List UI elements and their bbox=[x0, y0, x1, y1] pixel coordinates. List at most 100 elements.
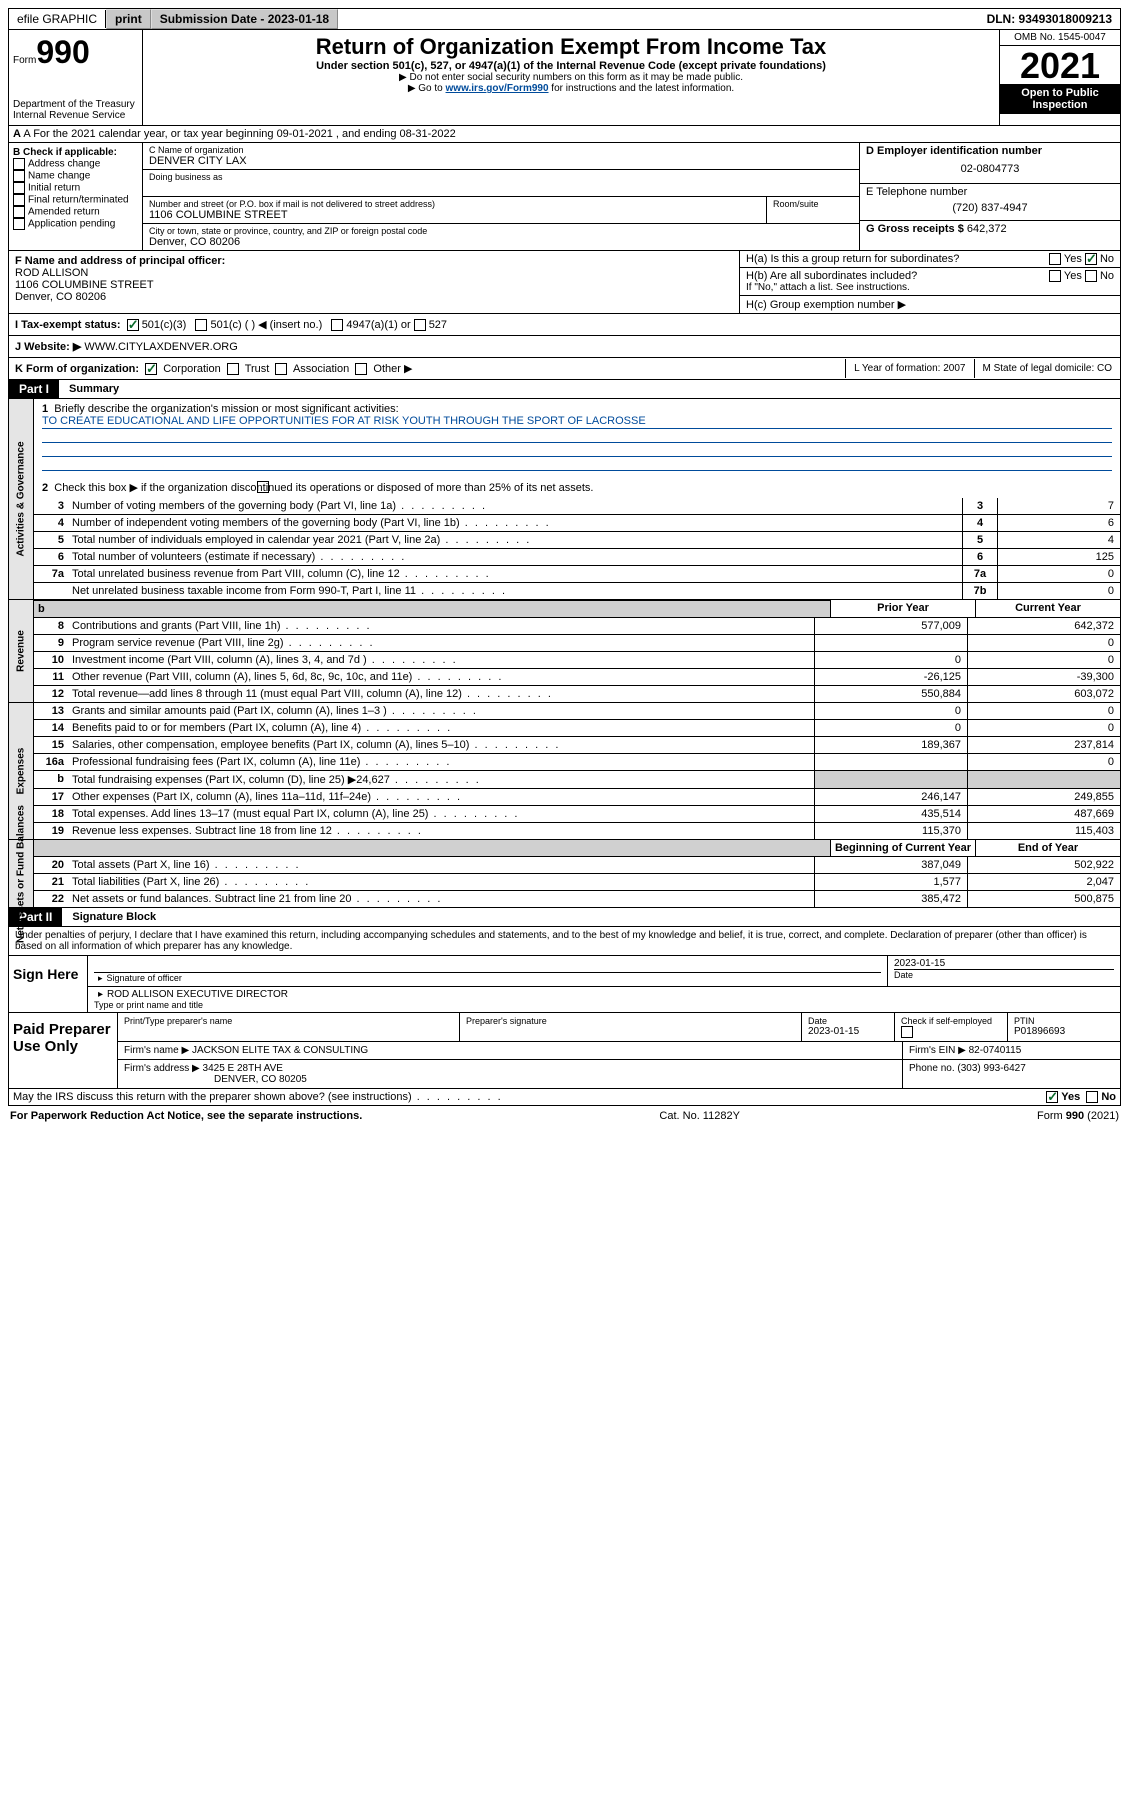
chk-final[interactable] bbox=[13, 194, 25, 206]
ptin: P01896693 bbox=[1014, 1026, 1065, 1037]
note-link: ▶ Go to www.irs.gov/Form990 for instruct… bbox=[147, 83, 995, 94]
hb: H(b) Are all subordinates included? Yes … bbox=[740, 268, 1120, 296]
chk-501c[interactable] bbox=[195, 319, 207, 331]
hb-no[interactable] bbox=[1085, 270, 1097, 282]
firm-phone-label: Phone no. bbox=[909, 1063, 955, 1074]
current-year: Current Year bbox=[975, 600, 1120, 617]
discuss-yes[interactable] bbox=[1046, 1091, 1058, 1103]
table-row: 7aTotal unrelated business revenue from … bbox=[34, 566, 1120, 583]
sign-here: Sign Here bbox=[9, 956, 87, 1012]
ha-yes[interactable] bbox=[1049, 253, 1061, 265]
box-c: C Name of organization DENVER CITY LAX D… bbox=[143, 143, 860, 250]
table-row: 12Total revenue—add lines 8 through 11 (… bbox=[34, 686, 1120, 702]
tab-gov: Activities & Governance bbox=[9, 399, 34, 599]
527: 527 bbox=[429, 319, 447, 331]
box-b: B Check if applicable: Address change Na… bbox=[9, 143, 143, 250]
lbl-amended: Amended return bbox=[28, 207, 100, 218]
org-name: DENVER CITY LAX bbox=[149, 155, 853, 167]
submission-date: Submission Date - 2023-01-18 bbox=[151, 9, 338, 29]
ha-no[interactable] bbox=[1085, 253, 1097, 265]
dba-label: Doing business as bbox=[149, 172, 853, 182]
end-year: End of Year bbox=[975, 840, 1120, 856]
ein: 02-0804773 bbox=[866, 157, 1114, 181]
chk-initial[interactable] bbox=[13, 182, 25, 194]
chk-501c3[interactable] bbox=[127, 319, 139, 331]
web-label: J Website: ▶ bbox=[15, 340, 81, 353]
ha-text: H(a) Is this a group return for subordin… bbox=[746, 253, 959, 265]
website: WWW.CITYLAXDENVER.ORG bbox=[84, 341, 237, 353]
hb-yes[interactable] bbox=[1049, 270, 1061, 282]
chk-self-emp[interactable] bbox=[901, 1026, 913, 1038]
gross-label: G Gross receipts $ bbox=[866, 223, 964, 235]
chk-trust[interactable] bbox=[227, 363, 239, 375]
table-row: 13Grants and similar amounts paid (Part … bbox=[34, 703, 1120, 720]
table-row: 21Total liabilities (Part X, line 26)1,5… bbox=[34, 874, 1120, 891]
table-row: 16aProfessional fundraising fees (Part I… bbox=[34, 754, 1120, 771]
note-post: for instructions and the latest informat… bbox=[549, 83, 735, 94]
signer-label: Type or print name and title bbox=[94, 1000, 1114, 1010]
gross: 642,372 bbox=[967, 223, 1007, 235]
prep-name-label: Print/Type preparer's name bbox=[124, 1016, 453, 1026]
row-a-text: A For the 2021 calendar year, or tax yea… bbox=[23, 128, 455, 140]
officer-name: ROD ALLISON bbox=[15, 267, 88, 279]
firm-label: Firm's name ▶ bbox=[124, 1045, 189, 1056]
chk-address[interactable] bbox=[13, 158, 25, 170]
ptin-label: PTIN bbox=[1014, 1016, 1114, 1026]
row-klm: K Form of organization: Corporation Trus… bbox=[8, 358, 1121, 380]
gov-block: Activities & Governance 1 Briefly descri… bbox=[8, 399, 1121, 600]
firm-name: JACKSON ELITE TAX & CONSULTING bbox=[192, 1045, 368, 1056]
q2: Check this box ▶ if the organization dis… bbox=[54, 482, 593, 494]
mission-block: 1 Briefly describe the organization's mi… bbox=[34, 399, 1120, 498]
box-f: F Name and address of principal officer:… bbox=[9, 251, 739, 313]
firm-ein-label: Firm's EIN ▶ bbox=[909, 1045, 966, 1056]
chk-527[interactable] bbox=[414, 319, 426, 331]
chk-4947[interactable] bbox=[331, 319, 343, 331]
page-footer: For Paperwork Reduction Act Notice, see … bbox=[8, 1106, 1121, 1126]
print-button[interactable]: print bbox=[106, 9, 151, 29]
addr: 1106 COLUMBINE STREET bbox=[149, 209, 760, 221]
table-row: 8Contributions and grants (Part VIII, li… bbox=[34, 618, 1120, 635]
efile-label: efile GRAPHIC bbox=[9, 10, 106, 28]
chk-corp[interactable] bbox=[145, 363, 157, 375]
row-i: I Tax-exempt status: 501(c)(3) 501(c) ( … bbox=[8, 314, 1121, 336]
table-row: Net unrelated business taxable income fr… bbox=[34, 583, 1120, 599]
irs-link[interactable]: www.irs.gov/Form990 bbox=[446, 83, 549, 94]
declaration: Under penalties of perjury, I declare th… bbox=[8, 927, 1121, 956]
dln: DLN: 93493018009213 bbox=[979, 10, 1120, 28]
firm-phone: (303) 993-6427 bbox=[957, 1063, 1025, 1074]
501c: 501(c) ( ) ◀ (insert no.) bbox=[210, 318, 322, 331]
chk-amended[interactable] bbox=[13, 206, 25, 218]
discuss-text: May the IRS discuss this return with the… bbox=[13, 1091, 503, 1103]
net-header: Beginning of Current Year End of Year bbox=[34, 840, 1120, 857]
discuss-no[interactable] bbox=[1086, 1091, 1098, 1103]
row-a: A A For the 2021 calendar year, or tax y… bbox=[8, 126, 1121, 143]
other: Other ▶ bbox=[373, 363, 412, 375]
k-label: K Form of organization: bbox=[15, 363, 139, 375]
lbl-name: Name change bbox=[28, 171, 90, 182]
501c3: 501(c)(3) bbox=[142, 319, 187, 331]
form-header: Form990 Department of the Treasury Inter… bbox=[8, 30, 1121, 126]
rev-header: b Prior Year Current Year bbox=[34, 600, 1120, 618]
part2-title: Signature Block bbox=[62, 911, 156, 923]
table-row: 3Number of voting members of the governi… bbox=[34, 498, 1120, 515]
mission-text: TO CREATE EDUCATIONAL AND LIFE OPPORTUNI… bbox=[42, 415, 1112, 429]
exp-block: Expenses 13Grants and similar amounts pa… bbox=[8, 703, 1121, 840]
chk-pending[interactable] bbox=[13, 218, 25, 230]
box-deg: D Employer identification number 02-0804… bbox=[860, 143, 1120, 250]
chk-discontinued[interactable] bbox=[257, 481, 269, 493]
table-row: 14Benefits paid to or for members (Part … bbox=[34, 720, 1120, 737]
table-row: 4Number of independent voting members of… bbox=[34, 515, 1120, 532]
chk-name[interactable] bbox=[13, 170, 25, 182]
state-domicile: M State of legal domicile: CO bbox=[974, 359, 1121, 378]
rev-block: Revenue b Prior Year Current Year 8Contr… bbox=[8, 600, 1121, 703]
tab-exp-label: Expenses bbox=[16, 748, 27, 795]
lbl-initial: Initial return bbox=[28, 183, 80, 194]
table-row: 22Net assets or fund balances. Subtract … bbox=[34, 891, 1120, 907]
table-row: 15Salaries, other compensation, employee… bbox=[34, 737, 1120, 754]
open-inspection: Open to Public Inspection bbox=[1000, 84, 1120, 114]
chk-other[interactable] bbox=[355, 363, 367, 375]
part1-header: Part I Summary bbox=[8, 380, 1121, 399]
table-row: 20Total assets (Part X, line 16)387,0495… bbox=[34, 857, 1120, 874]
chk-assoc[interactable] bbox=[275, 363, 287, 375]
part1-bar: Part I bbox=[9, 380, 59, 398]
